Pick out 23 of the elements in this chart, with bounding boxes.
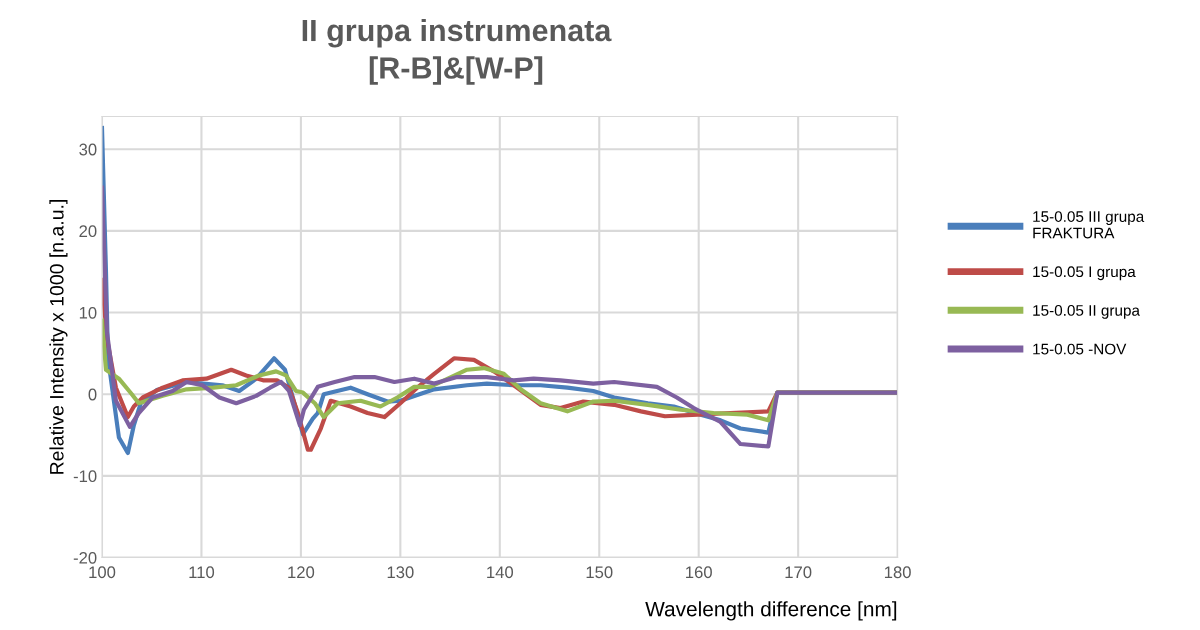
legend-label: 15-0.05 I grupa — [1033, 266, 1136, 281]
x-axis-title: Wavelength difference [nm] — [645, 601, 897, 621]
y-tick-label: 0 — [88, 388, 97, 401]
x-tick-label: 140 — [487, 566, 514, 579]
legend-label: 15-0.05 -NOV — [1033, 343, 1127, 355]
legend-label: 15-0.05 III grupa FRAKTURA — [1033, 211, 1145, 239]
line-series — [102, 185, 898, 449]
x-tick-label: 120 — [288, 566, 315, 579]
y-tick-label: -10 — [73, 470, 97, 483]
y-tick-label: 30 — [79, 143, 97, 156]
y-axis-title: Relative Intensity x 1000 [n.a.u.] — [49, 200, 68, 474]
x-tick-label: 170 — [785, 566, 812, 579]
y-tick-label: 10 — [79, 306, 97, 319]
x-tick-label: 150 — [586, 566, 613, 579]
legend-label: 15-0.05 II grupa — [1033, 304, 1140, 319]
chart-title: II grupa instrumenata [R-B]&[W-P] — [302, 18, 612, 85]
y-tick-label: -20 — [73, 551, 97, 564]
x-tick-label: 110 — [189, 566, 215, 579]
x-tick-label: 160 — [686, 566, 712, 579]
x-tick-label: 100 — [89, 566, 116, 579]
x-tick-label: 130 — [387, 566, 414, 579]
y-tick-label: 20 — [79, 225, 97, 238]
x-tick-label: 180 — [884, 566, 911, 579]
